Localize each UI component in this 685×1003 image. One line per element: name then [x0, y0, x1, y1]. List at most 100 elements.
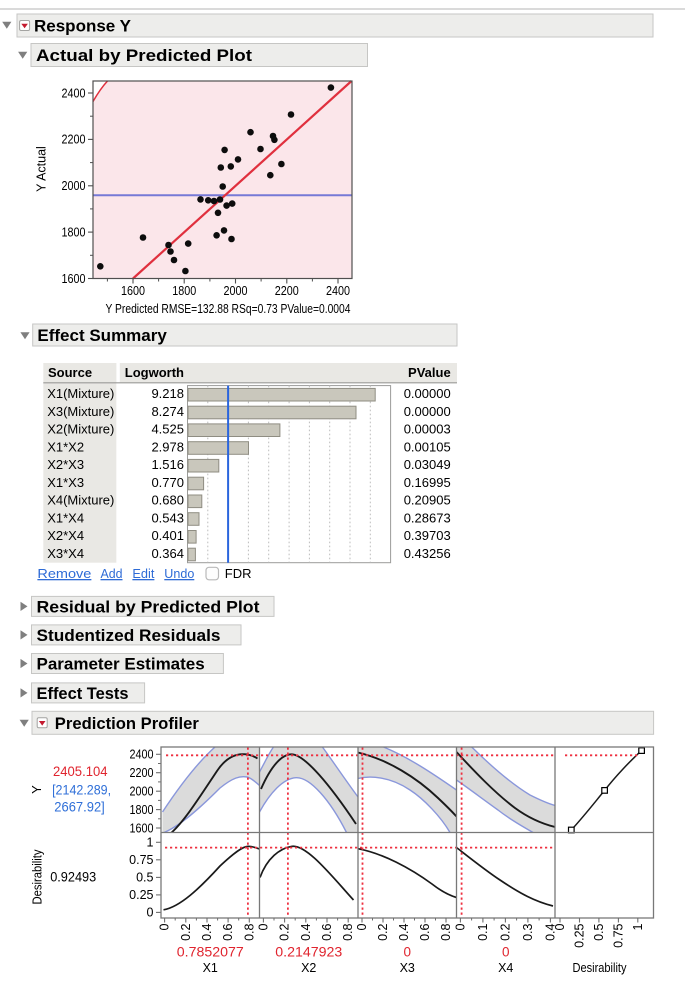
svg-text:0.364: 0.364: [151, 546, 184, 561]
svg-text:0.39703: 0.39703: [404, 528, 451, 543]
svg-text:0.4: 0.4: [299, 923, 313, 940]
svg-text:2200: 2200: [130, 766, 154, 780]
svg-text:0: 0: [403, 945, 411, 960]
svg-text:0.4: 0.4: [397, 923, 411, 940]
svg-text:9.218: 9.218: [151, 386, 184, 401]
svg-text:2000: 2000: [62, 179, 86, 193]
svg-text:2400: 2400: [62, 86, 86, 100]
svg-text:2000: 2000: [130, 784, 154, 798]
svg-text:Desirability: Desirability: [573, 961, 628, 975]
svg-text:0: 0: [502, 945, 510, 960]
svg-text:X3*X4: X3*X4: [47, 546, 84, 561]
svg-text:X2*X4: X2*X4: [47, 528, 84, 543]
svg-text:1600: 1600: [62, 272, 86, 286]
svg-text:Parameter Estimates: Parameter Estimates: [37, 655, 205, 674]
svg-text:0.5: 0.5: [136, 871, 153, 885]
svg-text:Remove: Remove: [37, 566, 91, 581]
svg-text:PValue: PValue: [408, 365, 451, 380]
svg-text:Residual by Predicted Plot: Residual by Predicted Plot: [37, 597, 260, 616]
svg-text:X1*X4: X1*X4: [47, 510, 84, 525]
svg-text:Effect Summary: Effect Summary: [37, 326, 167, 345]
svg-text:2400: 2400: [130, 748, 154, 762]
svg-text:0.03049: 0.03049: [404, 457, 451, 472]
svg-text:X1*X3: X1*X3: [47, 475, 84, 490]
svg-text:Y Actual: Y Actual: [35, 146, 49, 192]
svg-text:2000: 2000: [224, 284, 248, 298]
svg-text:2.978: 2.978: [151, 439, 184, 454]
svg-text:8.274: 8.274: [151, 404, 184, 419]
svg-text:Actual by Predicted Plot: Actual by Predicted Plot: [36, 46, 252, 65]
svg-text:[2142.289,: [2142.289,: [52, 782, 111, 797]
svg-text:Effect Tests: Effect Tests: [37, 684, 129, 703]
svg-text:0.770: 0.770: [151, 475, 184, 490]
svg-text:0: 0: [553, 923, 567, 930]
svg-text:X4(Mixture): X4(Mixture): [47, 493, 114, 508]
svg-text:1800: 1800: [130, 803, 154, 817]
svg-text:0.00000: 0.00000: [404, 386, 451, 401]
svg-text:0.00003: 0.00003: [404, 422, 451, 437]
svg-text:0.2: 0.2: [278, 923, 292, 940]
svg-text:0.401: 0.401: [151, 528, 184, 543]
svg-text:0.6: 0.6: [320, 923, 334, 940]
svg-text:4.525: 4.525: [151, 422, 184, 437]
svg-text:1800: 1800: [62, 225, 86, 239]
svg-text:X2: X2: [301, 961, 316, 975]
svg-text:X1*X2: X1*X2: [47, 439, 84, 454]
svg-text:0.1: 0.1: [476, 923, 490, 940]
svg-text:2200: 2200: [62, 133, 86, 147]
svg-text:X1(Mixture): X1(Mixture): [47, 386, 114, 401]
svg-text:2200: 2200: [275, 284, 299, 298]
svg-text:0.25: 0.25: [573, 923, 587, 947]
svg-text:0.2147923: 0.2147923: [275, 945, 342, 960]
svg-text:0: 0: [147, 906, 154, 920]
svg-text:0.8: 0.8: [439, 923, 453, 940]
svg-text:X3: X3: [400, 961, 415, 975]
svg-text:Y: Y: [29, 785, 44, 794]
svg-text:0: 0: [256, 923, 270, 930]
svg-text:2405.104: 2405.104: [53, 764, 108, 779]
svg-text:0.6: 0.6: [418, 923, 432, 940]
svg-text:1800: 1800: [172, 284, 196, 298]
svg-text:0: 0: [453, 923, 467, 930]
svg-text:Logworth: Logworth: [125, 365, 184, 380]
svg-text:0.6: 0.6: [221, 923, 235, 940]
svg-text:FDR: FDR: [225, 566, 252, 581]
svg-text:0.680: 0.680: [151, 493, 184, 508]
svg-text:Desirability: Desirability: [31, 849, 45, 905]
svg-text:Response Y: Response Y: [34, 17, 132, 36]
svg-text:0.43256: 0.43256: [404, 546, 451, 561]
svg-text:Studentized Residuals: Studentized Residuals: [37, 626, 221, 645]
svg-text:0.2: 0.2: [498, 923, 512, 940]
svg-text:Y Predicted RMSE=132.88 RSq=0.: Y Predicted RMSE=132.88 RSq=0.73 PValue=…: [106, 302, 351, 316]
svg-text:1: 1: [147, 836, 154, 850]
svg-text:2400: 2400: [326, 284, 350, 298]
svg-text:0.75: 0.75: [129, 853, 153, 867]
svg-text:X2*X3: X2*X3: [47, 457, 84, 472]
svg-text:0: 0: [158, 923, 172, 930]
svg-text:Undo: Undo: [164, 566, 194, 581]
svg-text:0.5: 0.5: [592, 923, 606, 940]
svg-text:0.4: 0.4: [200, 923, 214, 940]
svg-text:0.8: 0.8: [341, 923, 355, 940]
svg-text:X2(Mixture): X2(Mixture): [47, 422, 114, 437]
svg-text:0.4: 0.4: [543, 923, 557, 940]
svg-text:0: 0: [355, 923, 369, 930]
svg-text:0.25: 0.25: [129, 888, 153, 902]
svg-text:1600: 1600: [130, 821, 154, 835]
svg-text:X1: X1: [203, 961, 218, 975]
svg-text:0.16995: 0.16995: [404, 475, 451, 490]
svg-text:0.8: 0.8: [242, 923, 256, 940]
svg-text:X4: X4: [498, 961, 513, 975]
svg-text:1.516: 1.516: [151, 457, 184, 472]
svg-text:X3(Mixture): X3(Mixture): [47, 404, 114, 419]
svg-text:0.75: 0.75: [611, 923, 625, 947]
svg-text:0.7852077: 0.7852077: [177, 945, 244, 960]
svg-text:1: 1: [631, 923, 645, 930]
svg-text:Source: Source: [48, 365, 92, 380]
svg-text:0.20905: 0.20905: [404, 493, 451, 508]
svg-text:1600: 1600: [121, 284, 145, 298]
svg-text:0.00105: 0.00105: [404, 439, 451, 454]
svg-text:0.3: 0.3: [521, 923, 535, 940]
svg-text:0.28673: 0.28673: [404, 510, 451, 525]
svg-text:0.2: 0.2: [179, 923, 193, 940]
